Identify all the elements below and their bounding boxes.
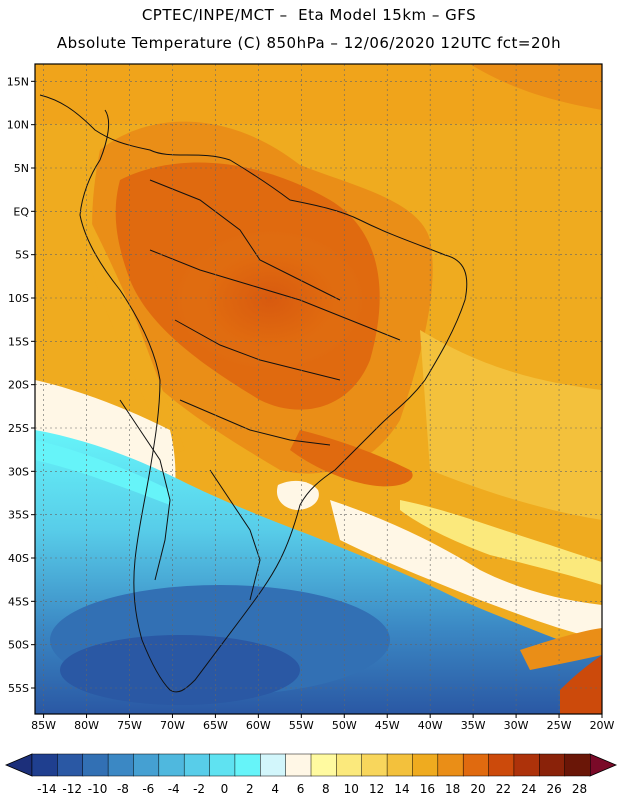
colorbar-swatch	[209, 753, 236, 777]
colorbar-swatch	[260, 753, 287, 777]
colorbar-label: -12	[62, 782, 82, 796]
colorbar-swatch	[57, 753, 84, 777]
colorbar-swatch	[361, 753, 388, 777]
latitude-axis: 15N 10N 5N EQ 5S 10S 15S 20S 25S 30S 35S 40S 45S 50S 5…	[7, 75, 35, 695]
colorbar-over-arrow	[589, 753, 618, 777]
colorbar-swatch	[183, 753, 211, 777]
lon-tick-label: 40W	[418, 719, 443, 732]
temperature-field	[35, 64, 602, 714]
lon-tick-label: 75W	[117, 719, 142, 732]
colorbar-label: 20	[470, 782, 485, 796]
colorbar-label: 12	[369, 782, 384, 796]
colorbar-swatch	[107, 753, 135, 777]
lat-tick-label: 15S	[8, 335, 29, 348]
lon-tick-label: 85W	[31, 719, 56, 732]
chart-title-line2: Absolute Temperature (C) 850hPa – 12/06/…	[56, 34, 562, 52]
lon-tick-label: 45W	[375, 719, 400, 732]
lat-tick-label: 40S	[8, 552, 29, 565]
colorbar-swatch	[437, 753, 464, 777]
lat-tick-label: 20S	[8, 379, 29, 392]
lat-tick-label: EQ	[13, 205, 29, 218]
lon-tick-label: 55W	[289, 719, 314, 732]
plot-frame	[34, 63, 603, 715]
lon-tick-label: 65W	[203, 719, 228, 732]
colorbar-label: 26	[547, 782, 562, 796]
lat-tick-label: 15N	[7, 75, 29, 88]
colorbar-label: -4	[168, 782, 180, 796]
colorbar-swatch	[564, 753, 591, 777]
colorbar-swatch	[336, 753, 363, 777]
lon-tick-label: 20W	[590, 719, 615, 732]
lat-tick-label: 10S	[8, 292, 29, 305]
lat-tick-label: 55S	[8, 682, 29, 695]
lat-tick-label: 30S	[8, 465, 29, 478]
longitude-axis: 85W 80W 75W 70W 65W 60W 55W 50W 45W 40W 35W 30W 25W 2…	[31, 714, 615, 732]
lon-tick-label: 35W	[461, 719, 486, 732]
lat-tick-label: 25S	[8, 422, 29, 435]
colorbar-swatch	[539, 753, 566, 777]
lat-tick-label: 5S	[15, 249, 29, 262]
colorbar-label: 18	[445, 782, 460, 796]
lon-tick-label: 25W	[547, 719, 572, 732]
colorbar-swatch	[158, 753, 185, 777]
colorbar-under-arrow	[4, 753, 33, 777]
colorbar-label: 8	[322, 782, 330, 796]
colorbar-label: 6	[297, 782, 305, 796]
colorbar-label: 14	[394, 782, 409, 796]
colorbar-swatch	[234, 753, 261, 777]
colorbar-label: 4	[271, 782, 279, 796]
lat-tick-label: 50S	[8, 639, 29, 652]
lat-tick-label: 45S	[8, 595, 29, 608]
colorbar-swatch	[386, 753, 414, 777]
colorbar-label: -6	[142, 782, 154, 796]
colorbar-label: 16	[420, 782, 435, 796]
lon-tick-label: 70W	[160, 719, 185, 732]
colorbar-label: 2	[246, 782, 254, 796]
lon-tick-label: 30W	[504, 719, 529, 732]
lat-tick-label: 35S	[8, 509, 29, 522]
lat-tick-label: 5N	[14, 162, 29, 175]
colorbar-swatch	[31, 753, 58, 777]
colorbar-swatch	[285, 753, 312, 777]
lon-tick-label: 60W	[246, 719, 271, 732]
colorbar-label: -10	[88, 782, 108, 796]
colorbar-label: 22	[496, 782, 511, 796]
lon-tick-label: 50W	[332, 719, 357, 732]
coastlines	[39, 94, 468, 693]
colorbar-swatch	[82, 753, 109, 777]
colorbar-label: 0	[221, 782, 229, 796]
chart-title-line1: CPTEC/INPE/MCT – Eta Model 15km – GFS	[141, 6, 477, 24]
colorbar-swatch	[488, 753, 515, 777]
colorbar-label: 10	[344, 782, 359, 796]
colorbar-swatch	[310, 753, 337, 777]
graticule	[35, 64, 602, 714]
colorbar-swatch	[412, 753, 439, 777]
colorbar-label: -8	[117, 782, 129, 796]
colorbar-swatch	[133, 753, 160, 777]
colorbar-label: 28	[572, 782, 587, 796]
colorbar-label: -14	[37, 782, 57, 796]
colorbar-swatch	[462, 753, 490, 777]
lat-tick-label: 10N	[7, 119, 29, 132]
lon-tick-label: 80W	[74, 719, 99, 732]
colorbar-label: -2	[193, 782, 205, 796]
colorbar: -14 -12 -10 -8 -6 -4 -2 0 2 4 6 8 10 12 14 16 18 20 22 24 26…	[4, 753, 618, 796]
colorbar-swatch	[513, 753, 540, 777]
colorbar-label: 24	[521, 782, 536, 796]
